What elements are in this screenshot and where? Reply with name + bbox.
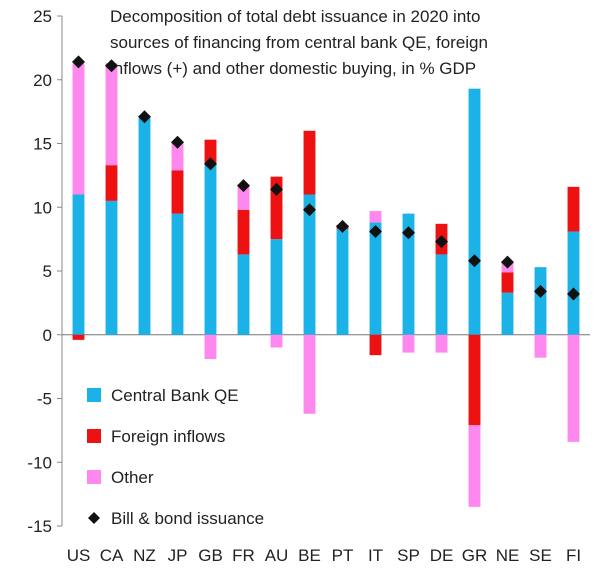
bar-other-jp — [171, 142, 184, 171]
legend-label-foreign-inflows: Foreign inflows — [111, 427, 225, 446]
bar-foreign-inflows-be — [303, 130, 316, 195]
issuance-marker-fr — [237, 179, 250, 193]
bar-central-bank-qe-gb — [204, 162, 217, 335]
issuance-marker-gr — [468, 254, 481, 268]
bar-central-bank-qe-us — [72, 194, 85, 335]
issuance-marker-fi — [567, 287, 580, 301]
bar-other-gb — [204, 334, 217, 359]
bar-foreign-inflows-it — [369, 334, 382, 356]
bar-other-fi — [567, 334, 580, 442]
bar-foreign-inflows-ca — [105, 165, 118, 201]
bar-foreign-inflows-gb — [204, 139, 217, 163]
legend-swatch-foreign-inflows — [87, 429, 101, 443]
x-tick-label-fr: FR — [232, 546, 255, 565]
bar-central-bank-qe-be — [303, 194, 316, 335]
issuance-marker-nz — [138, 110, 151, 124]
bar-central-bank-qe-fi — [567, 231, 580, 335]
y-tick-label: -15 — [27, 517, 52, 536]
bar-foreign-inflows-us — [72, 334, 85, 340]
bar-central-bank-qe-pt — [336, 228, 349, 335]
x-tick-label-ne: NE — [496, 546, 520, 565]
bar-foreign-inflows-fi — [567, 186, 580, 232]
issuance-marker-pt — [336, 219, 349, 233]
bar-other-gr — [468, 425, 481, 507]
y-tick-label: 5 — [43, 262, 52, 281]
x-tick-label-fi: FI — [566, 546, 581, 565]
x-tick-label-de: DE — [430, 546, 454, 565]
bar-other-de — [435, 334, 448, 353]
bar-central-bank-qe-gr — [468, 88, 481, 335]
y-tick-label: 10 — [33, 198, 52, 217]
bar-foreign-inflows-ne — [501, 272, 514, 293]
legend-swatch-issuance — [88, 512, 100, 524]
bar-foreign-inflows-jp — [171, 170, 184, 214]
issuance-marker-it — [369, 224, 382, 238]
issuance-marker-jp — [171, 135, 184, 149]
y-tick-label: 15 — [33, 135, 52, 154]
legend-label-issuance: Bill & bond issuance — [111, 509, 264, 528]
x-tick-label-au: AU — [265, 546, 289, 565]
issuance-marker-se — [534, 284, 547, 298]
title-line-3: inflows (+) and other domestic buying, i… — [110, 59, 476, 78]
bar-other-se — [534, 334, 547, 358]
x-tick-label-gr: GR — [462, 546, 488, 565]
title-line-1: Decomposition of total debt issuance in … — [110, 7, 480, 26]
issuance-marker-au — [270, 182, 283, 196]
bar-central-bank-qe-ca — [105, 200, 118, 335]
issuance-marker-be — [303, 203, 316, 217]
x-tick-label-it: IT — [368, 546, 383, 565]
x-tick-label-us: US — [67, 546, 91, 565]
bar-central-bank-qe-nz — [138, 118, 151, 335]
bar-central-bank-qe-jp — [171, 213, 184, 335]
legend-label-other: Other — [111, 468, 154, 487]
title-line-2: sources of financing from central bank Q… — [110, 33, 488, 52]
x-tick-label-ca: CA — [100, 546, 124, 565]
bar-central-bank-qe-se — [534, 267, 547, 335]
x-tick-label-sp: SP — [397, 546, 420, 565]
x-tick-label-se: SE — [529, 546, 552, 565]
y-tick-label: 0 — [43, 326, 52, 345]
legend-label-central-bank-qe: Central Bank QE — [111, 386, 239, 405]
issuance-marker-ne — [501, 255, 514, 269]
bar-central-bank-qe-de — [435, 254, 448, 335]
x-tick-label-gb: GB — [198, 546, 223, 565]
x-axis: US CA NZ JP GB FR AU BE PT IT SP DE GR NE SE FI — [67, 546, 581, 565]
y-tick-label: -5 — [37, 390, 52, 409]
y-tick-label: 25 — [33, 7, 52, 26]
issuance-marker-ca — [105, 59, 118, 73]
bar-foreign-inflows-gr — [468, 334, 481, 426]
bar-central-bank-qe-ne — [501, 292, 514, 335]
bar-other-us — [72, 63, 85, 195]
x-tick-label-be: BE — [298, 546, 321, 565]
legend-swatch-central-bank-qe — [87, 388, 101, 402]
issuance-marker-de — [435, 235, 448, 249]
x-tick-label-jp: JP — [168, 546, 188, 565]
bar-foreign-inflows-fr — [237, 209, 250, 255]
legend-swatch-other — [87, 470, 101, 484]
legend: Central Bank QE Foreign inflows Other Bill … — [87, 386, 264, 528]
bar-foreign-inflows-au — [270, 176, 283, 240]
bar-other-ca — [105, 63, 118, 166]
bar-other-it — [369, 211, 382, 223]
x-tick-label-nz: NZ — [133, 546, 156, 565]
bar-central-bank-qe-au — [270, 239, 283, 335]
bar-other-be — [303, 334, 316, 414]
issuance-marker-sp — [402, 226, 415, 240]
chart-title: Decomposition of total debt issuance in … — [110, 7, 488, 78]
bar-other-sp — [402, 334, 415, 353]
bar-central-bank-qe-fr — [237, 254, 250, 335]
bar-central-bank-qe-it — [369, 222, 382, 335]
issuance-marker-us — [72, 55, 85, 69]
y-tick-label: -10 — [27, 453, 52, 472]
bar-other-fr — [237, 185, 250, 210]
issuance-marker-gb — [204, 157, 217, 171]
y-tick-label: 20 — [33, 71, 52, 90]
bars — [72, 63, 580, 507]
x-tick-label-pt: PT — [332, 546, 354, 565]
bar-central-bank-qe-sp — [402, 213, 415, 335]
issuance-markers — [72, 55, 580, 301]
bar-other-au — [270, 334, 283, 348]
